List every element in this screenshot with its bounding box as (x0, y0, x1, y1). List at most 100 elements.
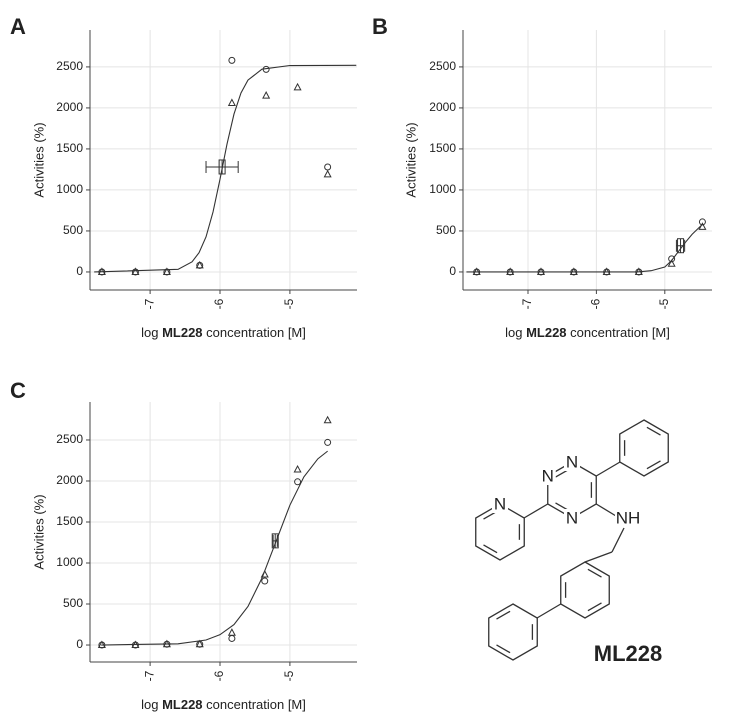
x-axis-label: log ML228 concentration [M] (141, 697, 306, 712)
bond (523, 503, 549, 519)
x-label-text: log (505, 325, 526, 340)
point-triangle (97, 267, 106, 275)
y-tick-label: 1500 (56, 141, 83, 155)
ec50-error-bar (272, 533, 278, 548)
point-circle (228, 634, 236, 642)
point-circle (261, 577, 269, 585)
point-triangle (323, 169, 332, 178)
atom-label: N (566, 508, 578, 527)
y-tick-label: 0 (76, 637, 83, 651)
point-triangle (698, 222, 707, 230)
panel-label: B (372, 14, 388, 39)
bond (536, 603, 562, 619)
x-label-compound: ML228 (526, 325, 566, 340)
panel-label: A (10, 14, 26, 39)
ec50-error-bar (205, 159, 239, 174)
point-circle (668, 255, 676, 263)
x-tick-label: -6 (212, 670, 226, 681)
compound-name: ML228 (594, 641, 662, 666)
point-circle (262, 65, 270, 73)
ec50-error-bar (675, 238, 686, 253)
point-circle (698, 218, 706, 226)
point-circle (294, 478, 302, 486)
x-tick-label: -5 (282, 670, 296, 681)
y-tick-label: 1000 (429, 182, 456, 196)
bond (584, 551, 613, 563)
atom-label: N (494, 494, 506, 513)
point-triangle (569, 267, 578, 275)
x-axis-label: log ML228 concentration [M] (141, 325, 306, 340)
panel-label: C (10, 378, 26, 403)
x-tick-label: -6 (212, 298, 226, 309)
y-axis-label: Activities (%) (403, 122, 418, 197)
point-triangle (262, 91, 271, 99)
double-bond (646, 460, 661, 470)
y-tick-label: 2500 (429, 59, 456, 73)
x-axis-label: log ML228 concentration [M] (505, 325, 670, 340)
y-axis-label: Activities (%) (31, 122, 46, 197)
x-label-text: concentration [M] (203, 325, 306, 340)
y-tick-label: 2000 (429, 100, 456, 114)
x-label-text: concentration [M] (567, 325, 670, 340)
y-tick-label: 2500 (56, 432, 83, 446)
x-label-text: log (141, 697, 162, 712)
point-circle (228, 56, 236, 64)
ring (619, 419, 669, 477)
x-tick-label: -7 (142, 298, 156, 309)
y-tick-label: 1500 (429, 141, 456, 155)
y-tick-label: 0 (76, 264, 83, 278)
y-axis-label: Activities (%) (31, 494, 46, 569)
atom-mask (539, 467, 556, 485)
double-bond (496, 610, 511, 620)
x-tick-label: -7 (142, 670, 156, 681)
x-label-text: concentration [M] (203, 697, 306, 712)
x-label-text: log (141, 325, 162, 340)
bond (595, 503, 617, 517)
y-tick-label: 2500 (56, 59, 83, 73)
ec50-box (218, 159, 226, 175)
double-bond (646, 426, 661, 436)
ring (560, 561, 610, 619)
point-triangle (323, 415, 332, 424)
fit-curve (101, 450, 328, 646)
point-triangle (293, 82, 302, 91)
atom-mask (564, 509, 580, 527)
atom-label: NH (616, 508, 641, 527)
y-tick-label: 2000 (56, 473, 83, 487)
y-tick-label: 2000 (56, 100, 83, 114)
y-tick-label: 1000 (56, 555, 83, 569)
bond (595, 461, 621, 477)
y-tick-label: 1500 (56, 514, 83, 528)
point-triangle (227, 628, 236, 636)
point-triangle (131, 267, 140, 275)
point-triangle (162, 267, 171, 275)
point-triangle (472, 267, 481, 275)
ec50-box (271, 533, 279, 549)
x-label-compound: ML228 (162, 697, 202, 712)
point-triangle (195, 639, 204, 648)
point-circle (324, 163, 332, 171)
point-triangle (195, 260, 204, 269)
double-bond (496, 644, 511, 654)
point-triangle (667, 259, 676, 267)
x-tick-label: -5 (657, 298, 671, 309)
point-triangle (162, 639, 171, 648)
y-tick-label: 1000 (56, 182, 83, 196)
ec50-box (677, 238, 685, 254)
point-triangle (97, 640, 106, 649)
point-triangle (260, 569, 269, 578)
bond (611, 527, 625, 553)
x-tick-label: -5 (282, 298, 296, 309)
atom-label: N (542, 466, 554, 485)
double-bond (587, 568, 602, 578)
atom-mask (615, 509, 641, 527)
atom-label: N (566, 452, 578, 471)
point-triangle (634, 267, 643, 275)
point-triangle (602, 267, 611, 275)
point-triangle (293, 464, 302, 473)
x-tick-label: -7 (520, 298, 534, 309)
point-triangle (227, 98, 236, 106)
y-tick-label: 500 (436, 223, 456, 237)
point-triangle (536, 267, 546, 275)
